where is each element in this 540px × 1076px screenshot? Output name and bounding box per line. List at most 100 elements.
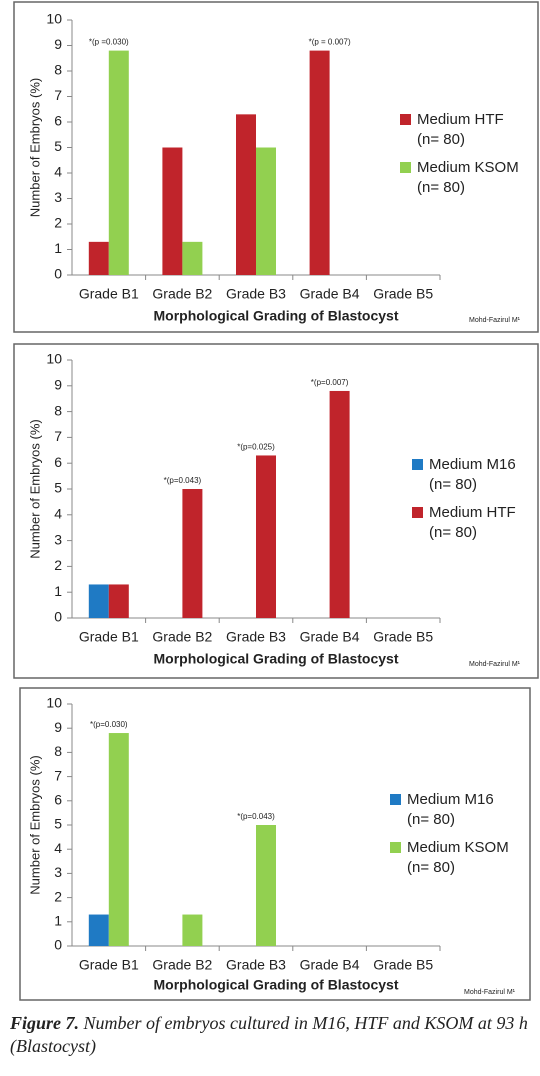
bar xyxy=(108,584,129,618)
y-tick-label: 7 xyxy=(54,87,62,103)
x-tick-label: Grade B5 xyxy=(373,957,433,973)
panel-border xyxy=(13,343,539,679)
x-axis-title: Morphological Grading of Blastocyst xyxy=(153,308,398,324)
legend-label: Medium HTF xyxy=(429,504,516,521)
y-tick-label: 9 xyxy=(54,377,62,393)
bar xyxy=(182,489,203,618)
y-tick-label: 1 xyxy=(54,583,62,599)
legend-sample: (n= 80) xyxy=(407,811,455,828)
x-tick-label: Grade B3 xyxy=(226,286,286,302)
y-tick-label: 2 xyxy=(54,888,62,904)
y-tick-label: 9 xyxy=(54,719,62,735)
legend-sample: (n= 80) xyxy=(417,179,465,196)
legend-swatch xyxy=(400,114,411,125)
y-tick-label: 8 xyxy=(54,62,62,78)
x-tick-label: Grade B3 xyxy=(226,957,286,973)
legend-sample: (n= 80) xyxy=(417,131,465,148)
credit: Mohd-Fazirul M¹ xyxy=(469,661,521,668)
p-value-annotation: *(p=0.043) xyxy=(237,812,275,821)
p-value-annotation: *(p=0.007) xyxy=(311,378,349,387)
x-tick-label: Grade B1 xyxy=(79,286,139,302)
y-tick-label: 8 xyxy=(54,743,62,759)
x-axis-title: Morphological Grading of Blastocyst xyxy=(153,651,398,667)
legend-label: Medium M16 xyxy=(429,456,516,473)
x-axis-title: Morphological Grading of Blastocyst xyxy=(153,977,398,993)
y-tick-label: 8 xyxy=(54,402,62,418)
y-tick-label: 10 xyxy=(46,11,62,27)
y-tick-label: 0 xyxy=(54,266,62,282)
x-tick-label: Grade B1 xyxy=(79,957,139,973)
p-value-annotation: *(p =0.030) xyxy=(89,38,129,47)
bar xyxy=(88,914,109,946)
x-tick-label: Grade B1 xyxy=(79,629,139,645)
x-tick-label: Grade B3 xyxy=(226,629,286,645)
y-tick-label: 2 xyxy=(54,215,62,231)
y-axis-title: Number of Embryos (%) xyxy=(27,755,42,894)
legend-swatch xyxy=(412,459,423,470)
y-tick-label: 3 xyxy=(54,864,62,880)
bar xyxy=(88,584,109,618)
bar xyxy=(309,50,330,275)
credit: Mohd-Fazirul M¹ xyxy=(469,317,521,324)
y-tick-label: 4 xyxy=(54,164,62,180)
bar xyxy=(88,241,109,275)
y-tick-label: 5 xyxy=(54,816,62,832)
y-tick-label: 1 xyxy=(54,240,62,256)
x-tick-label: Grade B2 xyxy=(152,629,212,645)
y-tick-label: 1 xyxy=(54,913,62,929)
legend-label: Medium M16 xyxy=(407,791,494,808)
bar xyxy=(329,390,350,618)
y-tick-label: 5 xyxy=(54,480,62,496)
caption-label: Figure 7. xyxy=(10,1013,80,1033)
y-axis-title: Number of Embryos (%) xyxy=(27,419,42,558)
panel-border xyxy=(19,687,531,1001)
panel-border xyxy=(13,1,539,333)
legend-swatch xyxy=(390,794,401,805)
y-tick-label: 9 xyxy=(54,36,62,52)
p-value-annotation: *(p=0.030) xyxy=(90,720,128,729)
y-tick-label: 3 xyxy=(54,189,62,205)
bar xyxy=(236,114,256,275)
y-axis-title: Number of Embryos (%) xyxy=(27,78,42,217)
y-tick-label: 2 xyxy=(54,557,62,573)
p-value-annotation: *(p=0.043) xyxy=(164,476,202,485)
bar xyxy=(256,455,276,618)
y-tick-label: 5 xyxy=(54,138,62,154)
legend-sample: (n= 80) xyxy=(429,476,477,493)
legend-swatch xyxy=(390,842,401,853)
legend-sample: (n= 80) xyxy=(429,524,477,541)
credit: Mohd-Fazirul M¹ xyxy=(464,989,516,996)
y-tick-label: 4 xyxy=(54,840,62,856)
y-tick-label: 10 xyxy=(46,695,62,711)
y-tick-label: 0 xyxy=(54,609,62,625)
x-tick-label: Grade B5 xyxy=(373,286,433,302)
caption-text: Number of embryos cultured in M16, HTF a… xyxy=(10,1013,528,1056)
legend-swatch xyxy=(400,162,411,173)
legend-swatch xyxy=(412,507,423,518)
y-tick-label: 4 xyxy=(54,506,62,522)
p-value-annotation: *(p = 0.007) xyxy=(309,38,351,47)
legend-sample: (n= 80) xyxy=(407,859,455,876)
bar xyxy=(256,147,276,275)
y-tick-label: 7 xyxy=(54,428,62,444)
bar xyxy=(162,147,183,275)
figure-caption: Figure 7. Number of embryos cultured in … xyxy=(10,1012,535,1058)
bar xyxy=(182,914,203,946)
x-tick-label: Grade B2 xyxy=(152,957,212,973)
bar xyxy=(108,733,129,946)
y-tick-label: 10 xyxy=(46,351,62,367)
legend-label: Medium KSOM xyxy=(407,839,509,856)
y-tick-label: 3 xyxy=(54,531,62,547)
y-tick-label: 6 xyxy=(54,113,62,129)
p-value-annotation: *(p=0.025) xyxy=(237,443,275,452)
x-tick-label: Grade B5 xyxy=(373,629,433,645)
x-tick-label: Grade B4 xyxy=(300,286,360,302)
y-tick-label: 6 xyxy=(54,792,62,808)
y-tick-label: 6 xyxy=(54,454,62,470)
bar xyxy=(182,241,203,275)
legend-label: Medium HTF xyxy=(417,111,504,128)
y-tick-label: 0 xyxy=(54,937,62,953)
bar xyxy=(108,50,129,275)
